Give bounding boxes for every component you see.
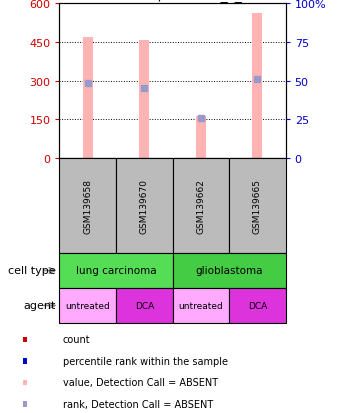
Text: glioblastoma: glioblastoma — [195, 266, 263, 276]
Text: agent: agent — [24, 301, 56, 311]
Text: cell type: cell type — [8, 266, 56, 276]
Bar — [229, 159, 286, 254]
Bar — [23, 337, 27, 342]
Bar — [173, 288, 229, 323]
Text: lung carcinoma: lung carcinoma — [76, 266, 156, 276]
Text: untreated: untreated — [178, 301, 223, 310]
Title: GDS2444 / 218569_s_at: GDS2444 / 218569_s_at — [89, 0, 256, 3]
Text: count: count — [63, 335, 90, 344]
Text: DCA: DCA — [135, 301, 154, 310]
Bar — [83, 38, 93, 159]
Bar — [173, 159, 229, 254]
Bar — [252, 14, 262, 159]
Text: GSM139662: GSM139662 — [196, 179, 205, 233]
Bar — [59, 288, 116, 323]
Bar — [23, 358, 27, 363]
Bar — [59, 254, 173, 288]
Text: value, Detection Call = ABSENT: value, Detection Call = ABSENT — [63, 377, 218, 387]
Text: untreated: untreated — [65, 301, 110, 310]
Text: DCA: DCA — [248, 301, 267, 310]
Bar — [23, 401, 27, 407]
Bar — [116, 288, 173, 323]
Text: percentile rank within the sample: percentile rank within the sample — [63, 356, 228, 366]
Bar — [59, 159, 116, 254]
Text: GSM139670: GSM139670 — [140, 178, 149, 233]
Bar — [173, 254, 286, 288]
Bar — [229, 288, 286, 323]
Text: GSM139658: GSM139658 — [83, 178, 92, 233]
Text: GSM139665: GSM139665 — [253, 178, 262, 233]
Bar — [196, 117, 206, 159]
Bar — [23, 380, 27, 385]
Bar — [116, 159, 173, 254]
Bar — [139, 41, 149, 159]
Text: rank, Detection Call = ABSENT: rank, Detection Call = ABSENT — [63, 399, 213, 409]
